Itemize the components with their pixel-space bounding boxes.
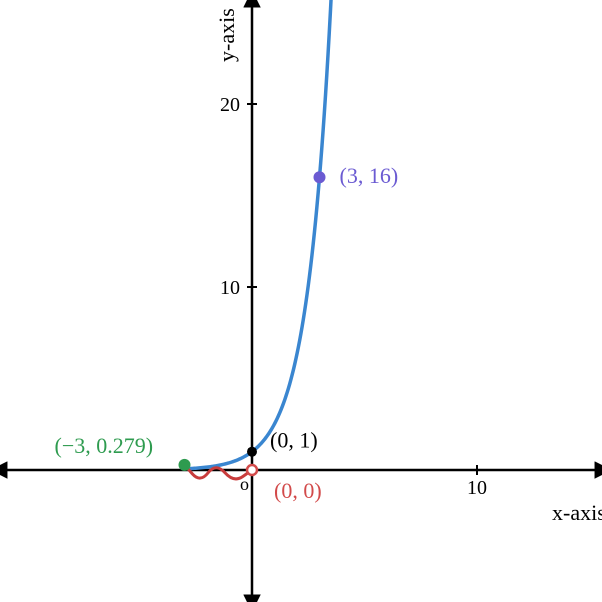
point-label: (0, 1) (270, 428, 318, 453)
point-marker (314, 171, 326, 183)
chart-container: 101020ox-axisy-axis(0, 1)(3, 16)(−3, 0.2… (0, 0, 602, 602)
point-marker (247, 447, 257, 457)
exponential-plot: 101020ox-axisy-axis(0, 1)(3, 16)(−3, 0.2… (0, 0, 602, 602)
point-marker (247, 465, 257, 475)
point-label: (−3, 0.279) (55, 433, 154, 458)
x-axis-label: x-axis (552, 500, 602, 525)
point-marker (179, 459, 191, 471)
point-label: (3, 16) (340, 163, 399, 188)
x-tick-label: 10 (467, 477, 487, 499)
y-tick-label: 20 (220, 94, 240, 116)
point-label: (0, 0) (274, 478, 322, 503)
y-axis-label: y-axis (214, 8, 239, 62)
y-tick-label: 10 (220, 277, 240, 299)
